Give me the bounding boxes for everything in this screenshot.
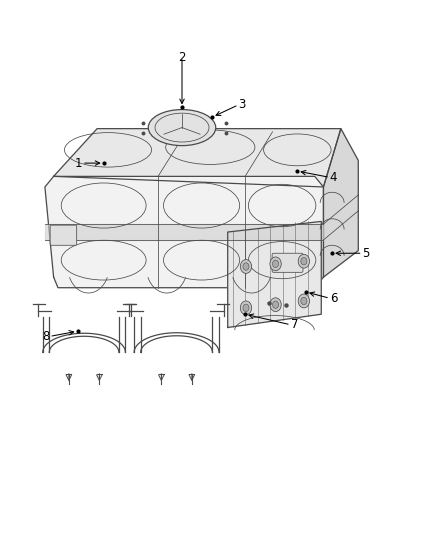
Text: 3: 3 <box>238 98 246 111</box>
Polygon shape <box>323 128 358 277</box>
Text: 5: 5 <box>362 247 370 260</box>
FancyBboxPatch shape <box>50 225 77 245</box>
Text: 7: 7 <box>290 318 298 332</box>
Text: 8: 8 <box>42 330 49 343</box>
Polygon shape <box>53 128 341 187</box>
Circle shape <box>240 260 252 273</box>
Circle shape <box>301 257 307 265</box>
Circle shape <box>270 257 281 271</box>
Circle shape <box>298 254 310 268</box>
Circle shape <box>270 298 281 312</box>
Polygon shape <box>228 221 321 327</box>
Circle shape <box>243 263 249 270</box>
Circle shape <box>298 294 310 308</box>
Text: 2: 2 <box>178 51 186 63</box>
Circle shape <box>243 304 249 312</box>
Text: 4: 4 <box>330 171 337 184</box>
Polygon shape <box>45 176 323 288</box>
Ellipse shape <box>148 110 216 146</box>
Text: 6: 6 <box>330 292 337 305</box>
Circle shape <box>301 297 307 305</box>
Circle shape <box>272 301 279 309</box>
Circle shape <box>240 301 252 315</box>
FancyBboxPatch shape <box>272 253 303 272</box>
Circle shape <box>272 260 279 268</box>
Polygon shape <box>45 224 323 240</box>
Text: 1: 1 <box>74 157 82 169</box>
